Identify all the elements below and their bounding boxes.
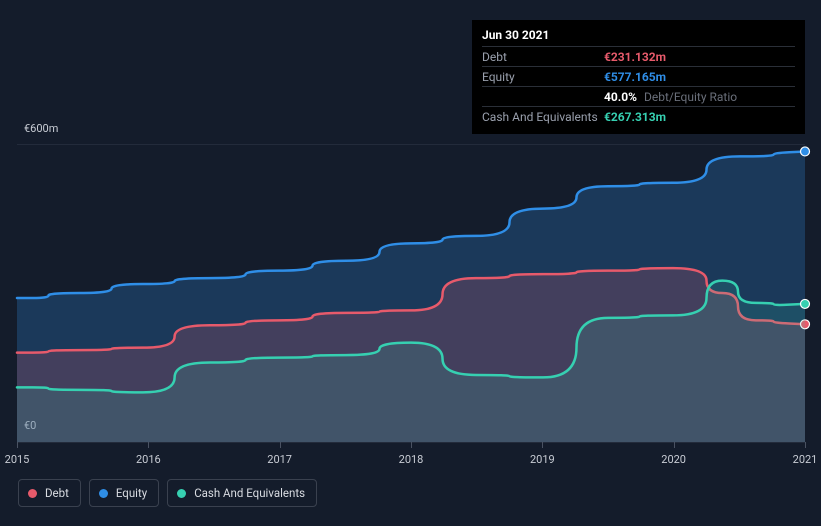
x-axis-label: 2021: [793, 453, 818, 466]
legend-label: Cash And Equivalents: [194, 486, 305, 500]
tooltip-row: 40.0% Debt/Equity Ratio: [482, 86, 795, 106]
tooltip-row-value: 40.0% Debt/Equity Ratio: [604, 90, 737, 104]
legend-item[interactable]: Debt: [18, 479, 81, 507]
x-axis-tick: [148, 442, 149, 448]
series-end-marker: [801, 299, 810, 308]
x-axis-tick: [17, 442, 18, 448]
tooltip-row-label: [482, 90, 604, 104]
x-axis-label: 2018: [399, 453, 424, 466]
x-axis-label: 2020: [661, 453, 686, 466]
tooltip-date: Jun 30 2021: [482, 26, 795, 46]
tooltip-row: Equity€577.165m: [482, 66, 795, 86]
x-axis-tick: [805, 442, 806, 448]
legend-label: Equity: [116, 486, 147, 500]
tooltip-row-extra: Debt/Equity Ratio: [641, 90, 737, 104]
legend-dot-icon: [28, 489, 37, 498]
tooltip-row-value: €267.313m: [604, 110, 666, 124]
tooltip-row-value: €577.165m: [604, 70, 666, 84]
x-axis-label: 2019: [530, 453, 555, 466]
x-axis-tick: [280, 442, 281, 448]
series-end-marker: [801, 147, 810, 156]
legend-label: Debt: [45, 486, 69, 500]
tooltip-row-label: Debt: [482, 50, 604, 64]
legend-dot-icon: [177, 489, 186, 498]
legend-item[interactable]: Equity: [89, 479, 159, 507]
financial-chart: Jun 30 2021 Debt€231.132mEquity€577.165m…: [0, 0, 821, 526]
x-axis-label: 2016: [136, 453, 161, 466]
legend-dot-icon: [99, 489, 108, 498]
tooltip-row-value: €231.132m: [604, 50, 666, 64]
tooltip-row-label: Cash And Equivalents: [482, 110, 604, 124]
x-axis-label: 2017: [267, 453, 292, 466]
chart-tooltip: Jun 30 2021 Debt€231.132mEquity€577.165m…: [472, 20, 805, 134]
x-axis-label: 2015: [5, 453, 30, 466]
tooltip-row-label: Equity: [482, 70, 604, 84]
x-axis-tick: [411, 442, 412, 448]
legend-item[interactable]: Cash And Equivalents: [167, 479, 317, 507]
chart-legend: Debt Equity Cash And Equivalents: [18, 479, 317, 507]
x-axis-tick: [674, 442, 675, 448]
tooltip-row: Debt€231.132m: [482, 46, 795, 66]
tooltip-row: Cash And Equivalents€267.313m: [482, 106, 795, 126]
x-axis-tick: [542, 442, 543, 448]
